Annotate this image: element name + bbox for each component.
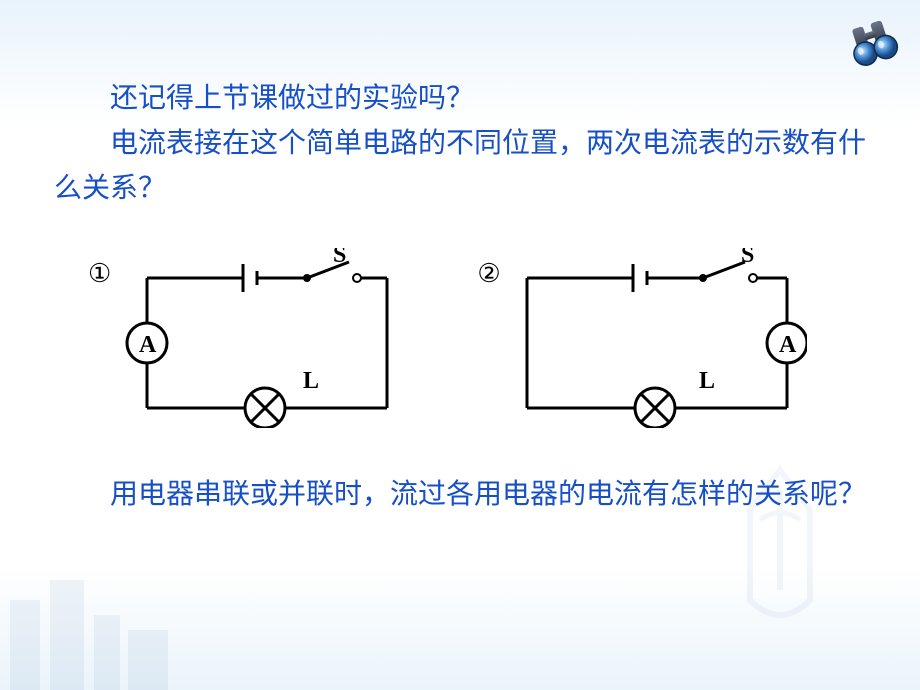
circuit-1-lamp-label: L	[303, 368, 319, 394]
circuit-2-ammeter-label: A	[779, 332, 797, 358]
circuit-2-number: ②	[477, 258, 500, 289]
circuits-row: ①	[88, 248, 866, 428]
circuit-1-diagram: A S L	[117, 248, 417, 428]
building-watermark	[0, 570, 200, 690]
paragraph-2: 电流表接在这个简单电路的不同位置，两次电流表的示数有什么关系？	[54, 121, 866, 211]
paragraph-3: 用电器串联或并联时，流过各用电器的电流有怎样的关系呢？	[54, 472, 866, 517]
slide-content: 还记得上节课做过的实验吗？ 电流表接在这个简单电路的不同位置，两次电流表的示数有…	[0, 0, 920, 517]
circuit-1-ammeter-label: A	[139, 332, 157, 358]
paragraph-1: 还记得上节课做过的实验吗？	[54, 76, 866, 121]
circuit-2-switch-label: S	[741, 248, 754, 268]
binoculars-icon	[844, 10, 902, 68]
circuit-2-lamp-label: L	[699, 368, 715, 394]
circuit-2: ②	[477, 248, 806, 428]
circuit-2-diagram: A S L	[507, 248, 807, 428]
circuit-1-switch-label: S	[333, 248, 346, 268]
circuit-1-number: ①	[88, 258, 111, 289]
circuit-1: ①	[88, 248, 417, 428]
